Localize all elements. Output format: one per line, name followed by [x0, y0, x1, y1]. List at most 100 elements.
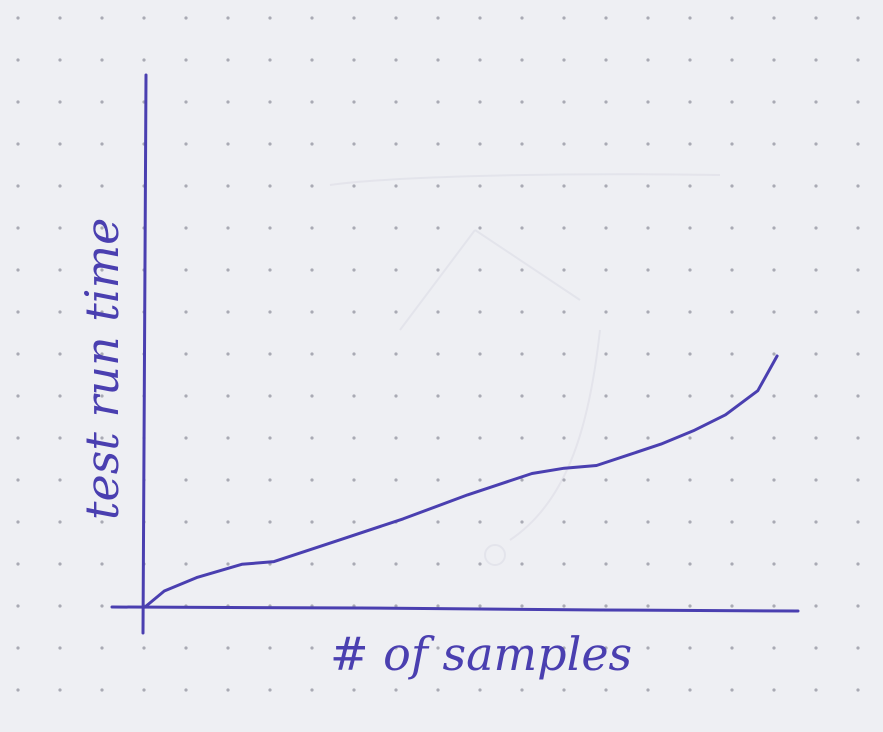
- grid-dot: [184, 394, 188, 398]
- grid-dot: [478, 562, 482, 566]
- grid-dot: [16, 436, 20, 440]
- grid-dot: [16, 520, 20, 524]
- grid-dot: [856, 478, 860, 482]
- grid-dot: [856, 394, 860, 398]
- grid-dot: [520, 688, 524, 692]
- grid-dot: [58, 184, 62, 188]
- grid-dot: [184, 226, 188, 230]
- grid-dot: [478, 310, 482, 314]
- grid-dot: [688, 58, 692, 62]
- grid-dot: [394, 394, 398, 398]
- grid-dot: [772, 184, 776, 188]
- grid-dot: [352, 310, 356, 314]
- grid-dot: [688, 436, 692, 440]
- grid-dot: [352, 478, 356, 482]
- series-point: [305, 549, 308, 553]
- grid-dot: [310, 142, 314, 146]
- grid-dot: [604, 604, 608, 608]
- grid-dot: [562, 16, 566, 20]
- grid-dot: [142, 646, 146, 650]
- grid-dot: [814, 646, 818, 650]
- grid-dot: [730, 562, 734, 566]
- grid-dot: [58, 394, 62, 398]
- grid-dot: [814, 58, 818, 62]
- grid-dot: [58, 352, 62, 356]
- grid-dot: [16, 688, 20, 692]
- grid-dot: [604, 646, 608, 650]
- grid-dot: [520, 478, 524, 482]
- grid-dot: [772, 16, 776, 20]
- grid-dot: [16, 58, 20, 62]
- grid-dot: [394, 310, 398, 314]
- grid-dot: [184, 100, 188, 104]
- faint-ghost-drawing: [329, 173, 721, 566]
- grid-dot: [562, 604, 566, 608]
- series-point: [775, 354, 779, 358]
- x-axis: [110, 605, 800, 613]
- grid-dot: [184, 520, 188, 524]
- grid-dot: [646, 226, 650, 230]
- grid-dot: [226, 520, 230, 524]
- grid-dot: [310, 646, 314, 650]
- grid-dot: [478, 688, 482, 692]
- grid-dot: [100, 562, 104, 566]
- grid-dot: [730, 100, 734, 104]
- grid-dot: [646, 646, 650, 650]
- grid-dot: [142, 688, 146, 692]
- grid-dot: [436, 226, 440, 230]
- grid-dot: [604, 142, 608, 146]
- grid-dot: [772, 562, 776, 566]
- grid-dot: [646, 520, 650, 524]
- grid-dot: [310, 16, 314, 20]
- grid-dot: [604, 520, 608, 524]
- grid-dot: [58, 310, 62, 314]
- grid-dot: [478, 436, 482, 440]
- grid-dot: [604, 436, 608, 440]
- grid-dot: [646, 100, 650, 104]
- grid-dot: [646, 352, 650, 356]
- grid-dot: [268, 688, 272, 692]
- series-line: [143, 354, 779, 609]
- grid-dot: [856, 604, 860, 608]
- grid-dot: [772, 478, 776, 482]
- grid-dot: [352, 268, 356, 272]
- grid-dot: [58, 100, 62, 104]
- series-point: [756, 389, 759, 392]
- grid-dot: [856, 352, 860, 356]
- grid-dot: [520, 142, 524, 146]
- grid-dot: [184, 436, 188, 440]
- grid-dot: [856, 520, 860, 524]
- grid-dot: [688, 562, 692, 566]
- grid-dot: [16, 478, 20, 482]
- grid-dot: [478, 604, 482, 608]
- grid-dot: [142, 16, 146, 20]
- grid-dot: [520, 352, 524, 356]
- grid-dot: [184, 16, 188, 20]
- grid-dot: [478, 394, 482, 398]
- grid-dot: [520, 646, 524, 650]
- grid-dot: [478, 100, 482, 104]
- grid-dot: [646, 688, 650, 692]
- grid-dot: [730, 352, 734, 356]
- grid-dot: [688, 142, 692, 146]
- grid-dot: [688, 352, 692, 356]
- grid-dot: [436, 352, 440, 356]
- series-point: [337, 539, 340, 542]
- grid-dot: [310, 310, 314, 314]
- grid-dot: [646, 58, 650, 62]
- grid-dot: [688, 394, 692, 398]
- grid-dot: [268, 520, 272, 524]
- grid-dot: [352, 562, 356, 566]
- grid-dot: [16, 352, 20, 356]
- grid-dot: [646, 268, 650, 272]
- grid-dot: [394, 436, 398, 440]
- series-point: [627, 453, 630, 457]
- grid-dot: [730, 478, 734, 482]
- grid-dot: [268, 646, 272, 650]
- grid-dot: [58, 688, 62, 692]
- grid-dot: [562, 184, 566, 188]
- grid-dot: [100, 100, 104, 104]
- grid-dot: [268, 58, 272, 62]
- grid-dot: [604, 100, 608, 104]
- grid-dot: [16, 16, 20, 20]
